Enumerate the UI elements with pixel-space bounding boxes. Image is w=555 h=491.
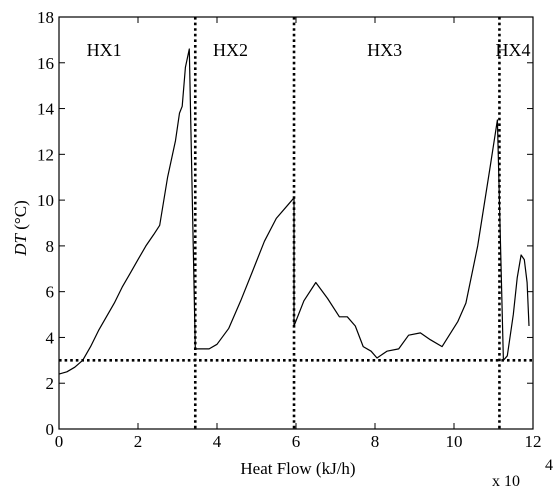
y-tick-label-12: 12 — [37, 145, 54, 164]
y-tick-label-2: 2 — [46, 374, 55, 393]
tick-layer: 0 2 4 6 8 10 12 0 2 4 6 8 10 12 14 16 18 — [37, 8, 542, 451]
x-tick-label-8: 8 — [371, 432, 380, 451]
y-tick-label-18: 18 — [37, 8, 54, 27]
y-tick-label-14: 14 — [37, 100, 55, 119]
plot-layer: HX1 HX2 HX3 HX4 — [58, 16, 534, 430]
y-tick-label-4: 4 — [46, 328, 55, 347]
plot-frame — [58, 16, 534, 430]
y-axis-label-unit: (°C) — [11, 200, 30, 234]
region-label-hx3: HX3 — [367, 40, 402, 60]
x-tick-label-4: 4 — [213, 432, 222, 451]
x-tick-label-2: 2 — [134, 432, 143, 451]
series-line-1 — [58, 48, 530, 375]
x-tick-label-12: 12 — [525, 432, 542, 451]
region-label-hx4: HX4 — [495, 40, 530, 60]
y-tick-label-0: 0 — [46, 420, 55, 439]
x-axis-multiplier: x 10 — [492, 473, 520, 490]
y-tick-label-8: 8 — [46, 237, 55, 256]
y-axis-label: DT (°C) — [11, 200, 30, 256]
y-tick-label-10: 10 — [37, 191, 54, 210]
x-axis-label: Heat Flow (kJ/h) — [240, 459, 355, 478]
x-tick-label-10: 10 — [446, 432, 463, 451]
label-layer: Heat Flow (kJ/h) DT (°C) x 10 4 — [11, 200, 553, 490]
x-tick-label-0: 0 — [55, 432, 64, 451]
y-tick-label-6: 6 — [46, 283, 55, 302]
x-axis-multiplier-exponent: 4 — [545, 457, 553, 474]
x-tick-label-6: 6 — [292, 432, 301, 451]
region-label-hx2: HX2 — [213, 40, 248, 60]
region-label-hx1: HX1 — [87, 40, 122, 60]
y-tick-label-16: 16 — [37, 54, 54, 73]
y-axis-label-var: DT — [11, 232, 30, 256]
